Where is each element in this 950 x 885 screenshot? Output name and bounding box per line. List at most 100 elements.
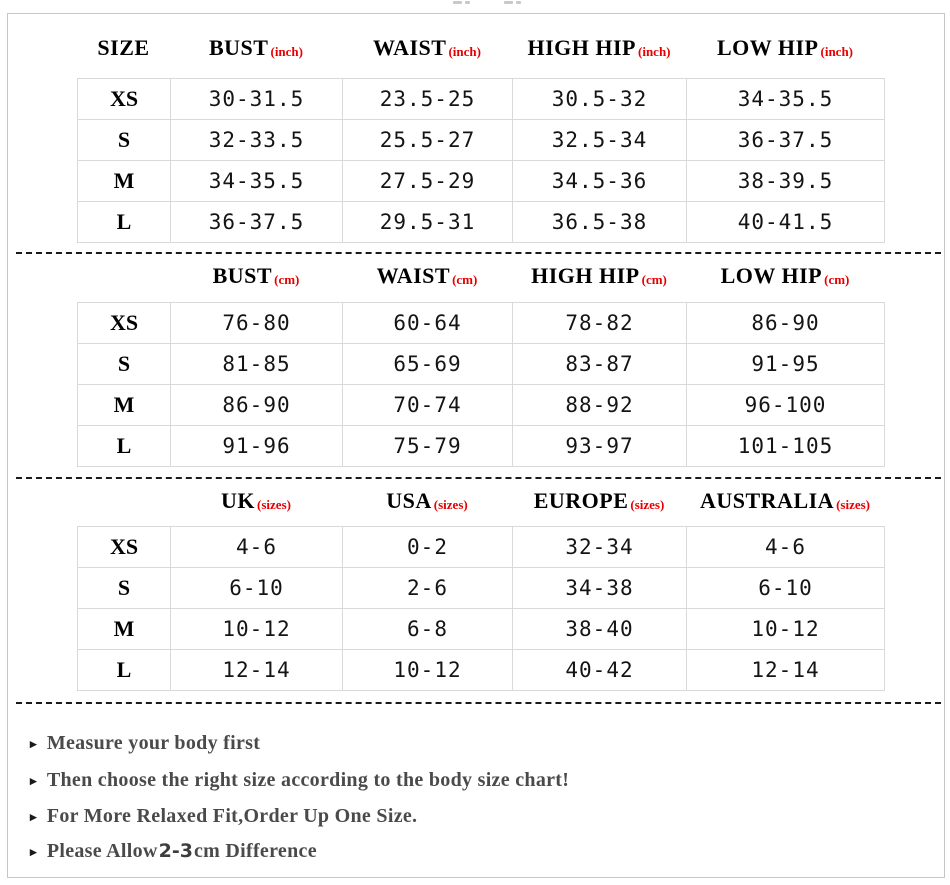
unit-label: (sizes) xyxy=(433,497,468,512)
note-text: cm Difference xyxy=(193,839,317,862)
size-cell: XS xyxy=(77,526,171,568)
value-cell: 88-92 xyxy=(512,384,687,426)
high-hip-inch-header: HIGH HIP (inch) xyxy=(527,35,671,60)
value-cell: 2-6 xyxy=(342,567,513,609)
value-cell: 75-79 xyxy=(342,425,513,467)
value-cell: 6-8 xyxy=(342,608,513,650)
bullet-triangle-icon: ▸ xyxy=(30,809,37,824)
value-cell: 34-35.5 xyxy=(170,160,343,202)
header-row-regions: UK (sizes) USA (sizes) EUROPE (sizes) AUSTR… xyxy=(77,482,884,520)
size-cell: S xyxy=(77,567,171,609)
value-cell: 60-64 xyxy=(342,302,513,344)
value-cell: 10-12 xyxy=(686,608,885,650)
table-row: L 36-37.5 29.5-31 36.5-38 40-41.5 xyxy=(77,201,885,243)
bullet-triangle-icon: ▸ xyxy=(30,844,37,859)
bust-inch-header: BUST (inch) xyxy=(209,35,303,60)
value-cell: 6-10 xyxy=(686,567,885,609)
table-row: M 34-35.5 27.5-29 34.5-36 38-39.5 xyxy=(77,160,885,202)
value-cell: 40-42 xyxy=(512,649,687,691)
value-cell: 30.5-32 xyxy=(512,78,687,120)
unit-label: (inch) xyxy=(638,44,671,59)
note-highlight: 2-3 xyxy=(158,840,193,862)
value-cell: 10-12 xyxy=(170,608,343,650)
size-cell: M xyxy=(77,608,171,650)
value-cell: 32-34 xyxy=(512,526,687,568)
size-table-regions: XS 4-6 0-2 32-34 4-6 S 6-10 2-6 34-38 6-… xyxy=(77,526,885,691)
size-cell: M xyxy=(77,384,171,426)
size-column-header: SIZE xyxy=(77,29,170,67)
value-cell: 78-82 xyxy=(512,302,687,344)
value-cell: 36-37.5 xyxy=(686,119,885,161)
size-cell: XS xyxy=(77,302,171,344)
table-row: M 10-12 6-8 38-40 10-12 xyxy=(77,608,885,650)
usa-header: USA (sizes) xyxy=(386,488,468,513)
note-text: Then choose the right size according to … xyxy=(46,768,570,791)
unit-label: (cm) xyxy=(452,272,478,287)
size-table-inch: XS 30-31.5 23.5-25 30.5-32 34-35.5 S 32-… xyxy=(77,78,885,243)
waist-inch-header: WAIST (inch) xyxy=(373,35,481,60)
size-cell: S xyxy=(77,343,171,385)
value-cell: 32-33.5 xyxy=(170,119,343,161)
table-row: S 81-85 65-69 83-87 91-95 xyxy=(77,343,885,385)
value-cell: 12-14 xyxy=(686,649,885,691)
unit-label: (cm) xyxy=(274,272,300,287)
size-cell: L xyxy=(77,649,171,691)
note-text: Please Allow xyxy=(46,839,158,862)
value-cell: 38-40 xyxy=(512,608,687,650)
value-cell: 12-14 xyxy=(170,649,343,691)
waist-cm-header: WAIST (cm) xyxy=(376,263,478,288)
value-cell: 91-95 xyxy=(686,343,885,385)
bullet-triangle-icon: ▸ xyxy=(30,773,37,788)
value-cell: 10-12 xyxy=(342,649,513,691)
size-cell: L xyxy=(77,201,171,243)
note-allow-difference: ▸ Please Allow 2-3 cm Difference xyxy=(30,838,317,864)
size-cell: L xyxy=(77,425,171,467)
value-cell: 34-38 xyxy=(512,567,687,609)
section-separator-dashed-line xyxy=(16,702,941,704)
europe-header: EUROPE (sizes) xyxy=(533,488,665,513)
value-cell: 40-41.5 xyxy=(686,201,885,243)
table-row: L 12-14 10-12 40-42 12-14 xyxy=(77,649,885,691)
bust-cm-header: BUST (cm) xyxy=(212,263,300,288)
uk-header: UK (sizes) xyxy=(221,488,291,513)
table-row: M 86-90 70-74 88-92 96-100 xyxy=(77,384,885,426)
note-relaxed-fit: ▸ For More Relaxed Fit,Order Up One Size… xyxy=(30,803,417,829)
value-cell: 6-10 xyxy=(170,567,343,609)
unit-label: (sizes) xyxy=(257,497,291,512)
value-cell: 29.5-31 xyxy=(342,201,513,243)
value-cell: 86-90 xyxy=(686,302,885,344)
value-cell: 76-80 xyxy=(170,302,343,344)
note-text: Measure your body first xyxy=(46,731,261,754)
value-cell: 4-6 xyxy=(170,526,343,568)
australia-header: AUSTRALIA (sizes) xyxy=(699,488,871,513)
value-cell: 70-74 xyxy=(342,384,513,426)
unit-label: (inch) xyxy=(448,44,481,59)
value-cell: 0-2 xyxy=(342,526,513,568)
section-separator-dashed-line xyxy=(16,477,941,479)
size-cell: M xyxy=(77,160,171,202)
low-hip-cm-header: LOW HIP (cm) xyxy=(720,263,850,288)
value-cell: 34.5-36 xyxy=(512,160,687,202)
unit-label: (cm) xyxy=(824,272,850,287)
value-cell: 30-31.5 xyxy=(170,78,343,120)
bullet-triangle-icon: ▸ xyxy=(30,736,37,751)
note-choose-size: ▸ Then choose the right size according t… xyxy=(30,767,569,793)
size-table-cm: XS 76-80 60-64 78-82 86-90 S 81-85 65-69… xyxy=(77,302,885,467)
value-cell: 86-90 xyxy=(170,384,343,426)
table-row: XS 76-80 60-64 78-82 86-90 xyxy=(77,302,885,344)
high-hip-cm-header: HIGH HIP (cm) xyxy=(531,263,667,288)
unit-label: (sizes) xyxy=(630,497,665,512)
value-cell: 83-87 xyxy=(512,343,687,385)
unit-label: (inch) xyxy=(820,44,854,59)
value-cell: 23.5-25 xyxy=(342,78,513,120)
unit-label: (inch) xyxy=(270,44,303,59)
value-cell: 4-6 xyxy=(686,526,885,568)
table-row: XS 4-6 0-2 32-34 4-6 xyxy=(77,526,885,568)
header-row-inch: SIZE BUST (inch) WAIST (inch) HIGH HIP (inc… xyxy=(77,29,884,67)
section-separator-dashed-line xyxy=(16,252,941,254)
value-cell: 101-105 xyxy=(686,425,885,467)
page-frame xyxy=(7,13,945,878)
size-header-label: SIZE xyxy=(97,35,150,60)
size-column-spacer xyxy=(77,482,170,520)
table-row: XS 30-31.5 23.5-25 30.5-32 34-35.5 xyxy=(77,78,885,120)
